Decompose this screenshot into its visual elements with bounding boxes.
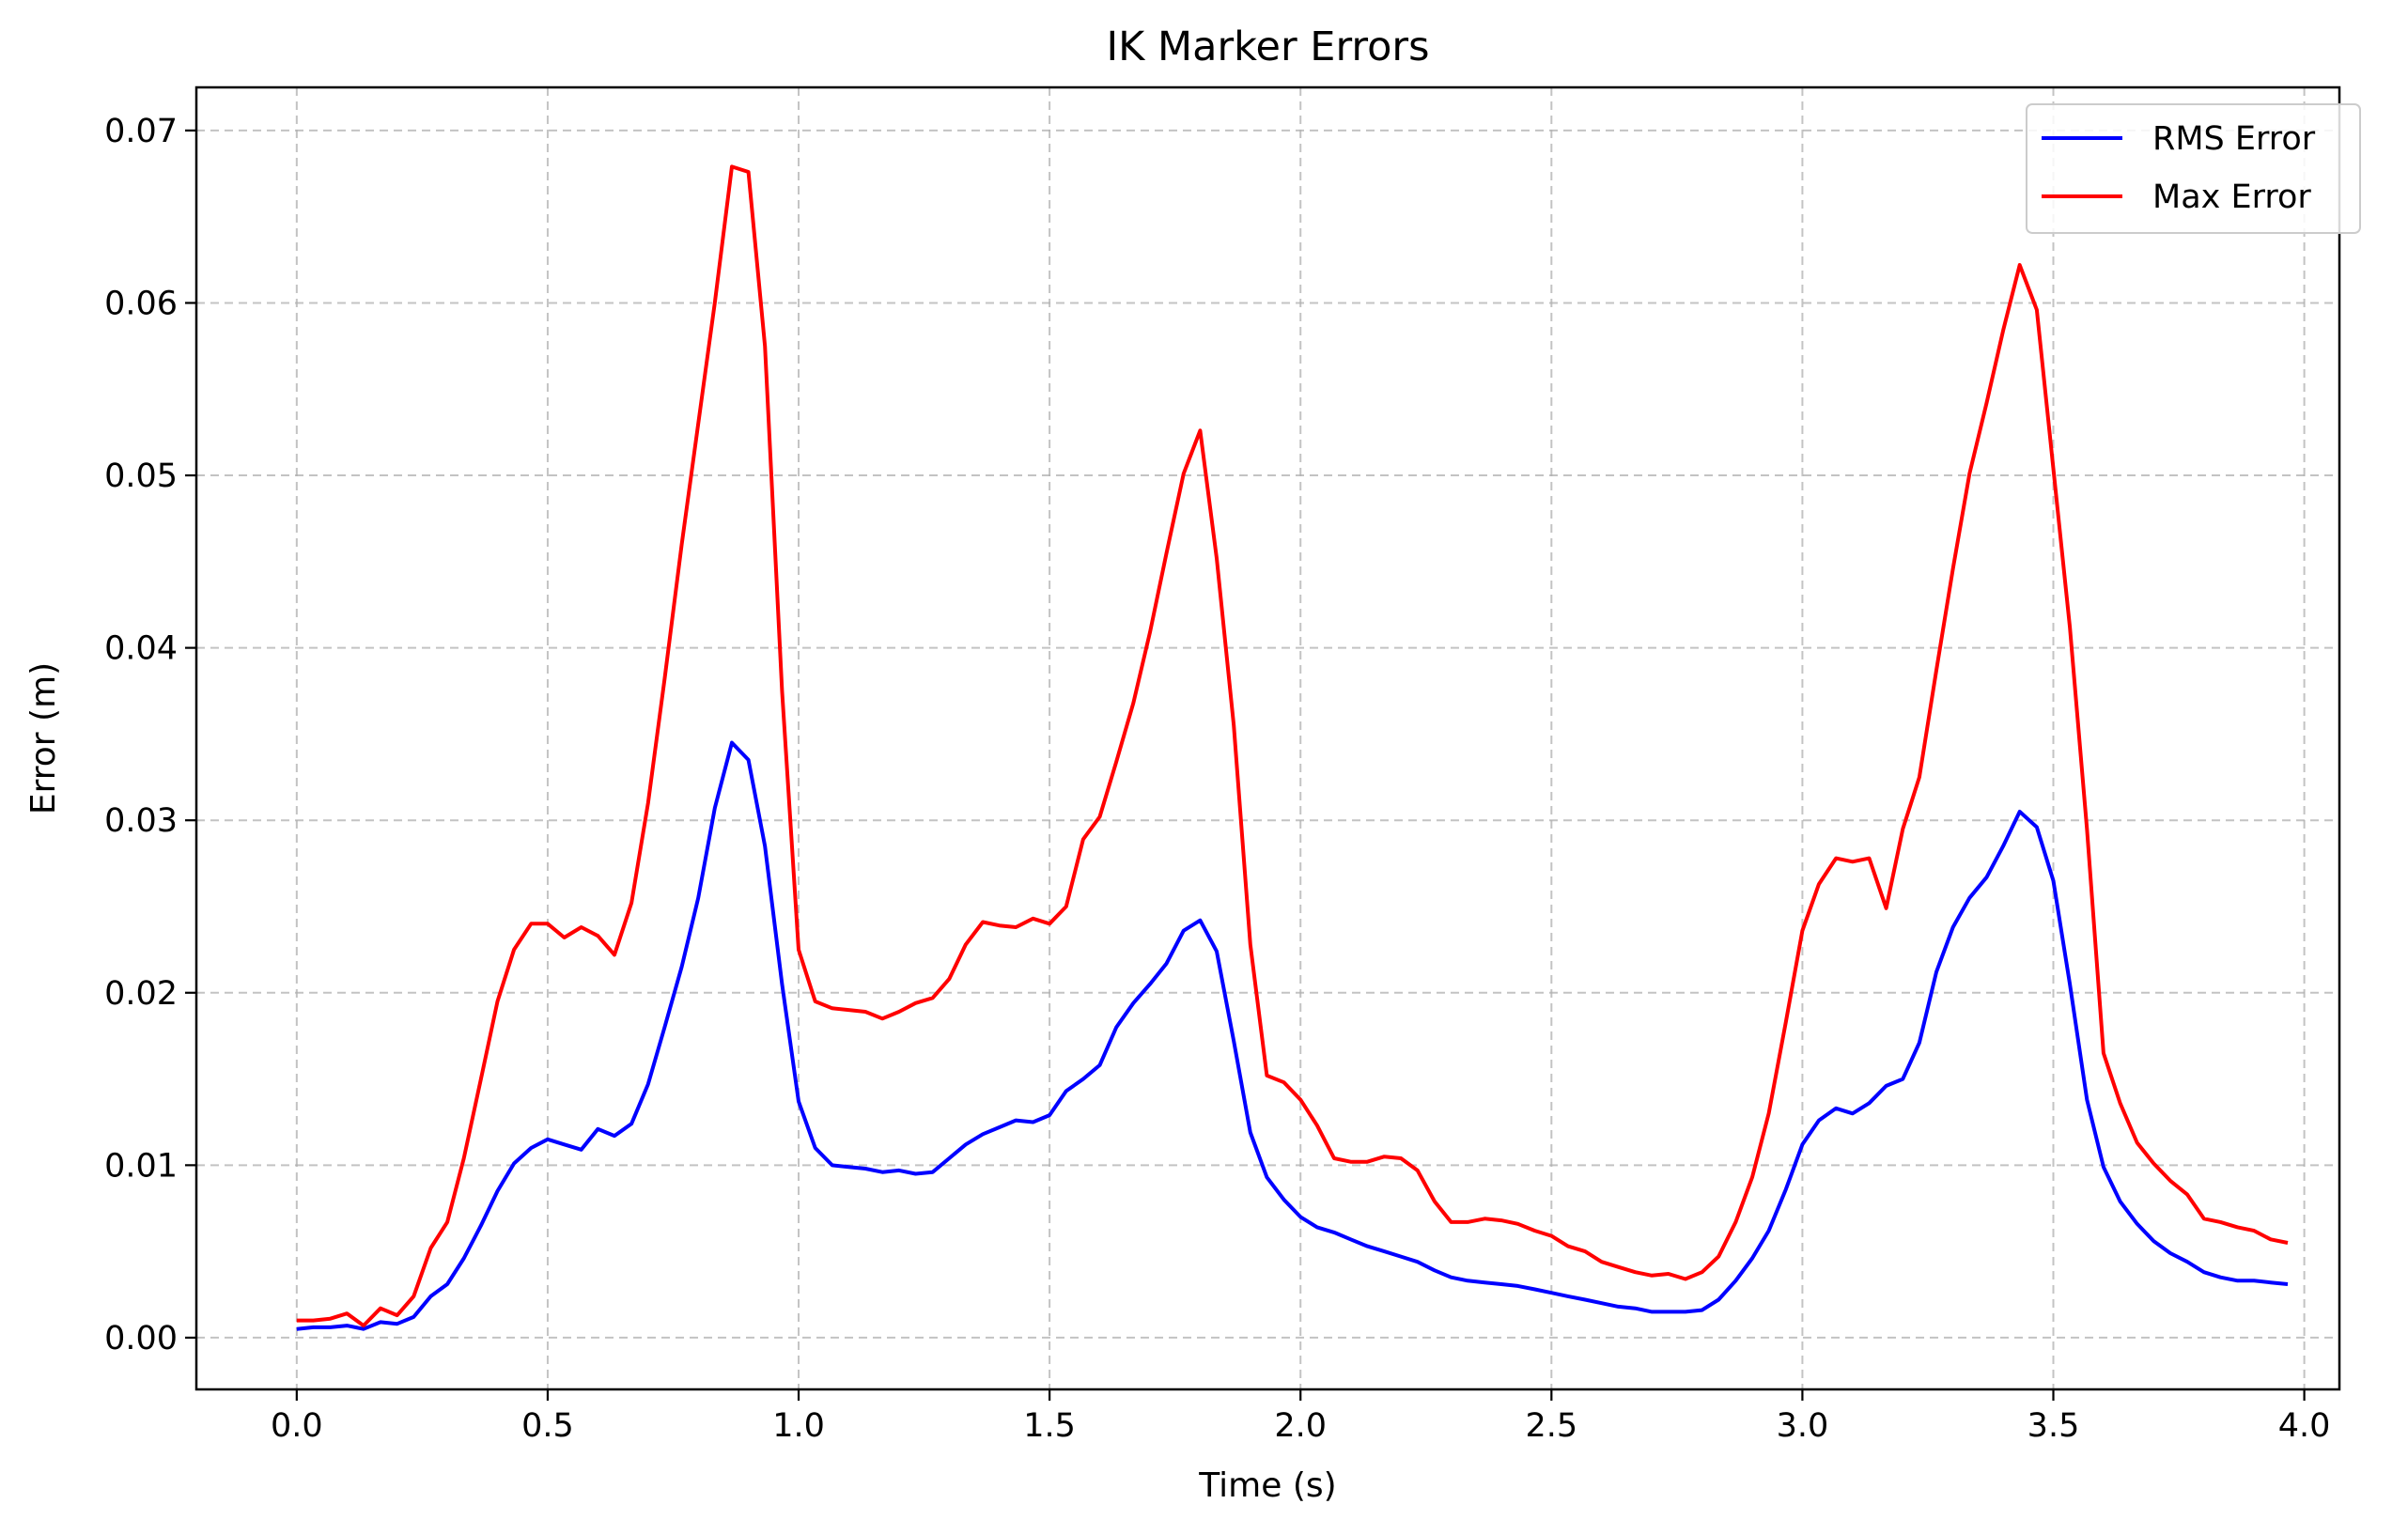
max-error-legend-label: Max Error — [2152, 178, 2311, 216]
y-tick-label: 0.04 — [104, 630, 178, 668]
x-tick-label: 0.5 — [521, 1407, 574, 1445]
x-tick-label: 3.0 — [1777, 1407, 1829, 1445]
y-tick-label: 0.00 — [104, 1320, 178, 1357]
grid-lines — [196, 87, 2339, 1389]
y-tick-label: 0.06 — [104, 285, 178, 322]
y-tick-label: 0.05 — [104, 457, 178, 495]
y-tick-label: 0.02 — [104, 975, 178, 1013]
rms-error-legend-label: RMS Error — [2152, 120, 2316, 158]
x-tick-label: 2.5 — [1525, 1407, 1577, 1445]
x-tick-label: 4.0 — [2278, 1407, 2331, 1445]
y-axis-label: Error (m) — [24, 662, 63, 814]
legend: RMS Error Max Error — [2026, 103, 2361, 234]
y-tick-label: 0.03 — [104, 802, 178, 840]
x-axis-ticks: 0.0 0.5 1.0 1.5 2.0 2.5 3.0 3.5 4.0 — [271, 1389, 2330, 1445]
x-tick-label: 3.5 — [2027, 1407, 2080, 1445]
y-tick-label: 0.07 — [104, 113, 178, 150]
x-tick-label: 2.0 — [1274, 1407, 1327, 1445]
plot-area-frame — [194, 85, 2341, 1391]
rms-error-line — [296, 740, 2289, 1331]
x-tick-label: 1.0 — [772, 1407, 825, 1445]
max-error-line — [296, 164, 2289, 1328]
y-axis-ticks: 0.00 0.01 0.02 0.03 0.04 0.05 0.06 0.07 — [104, 113, 196, 1357]
x-tick-label: 0.0 — [271, 1407, 323, 1445]
data-series — [296, 164, 2289, 1331]
y-tick-label: 0.01 — [104, 1147, 178, 1185]
x-axis-label: Time (s) — [1198, 1466, 1336, 1505]
chart-title: IK Marker Errors — [1106, 23, 1429, 70]
x-tick-label: 1.5 — [1023, 1407, 1076, 1445]
